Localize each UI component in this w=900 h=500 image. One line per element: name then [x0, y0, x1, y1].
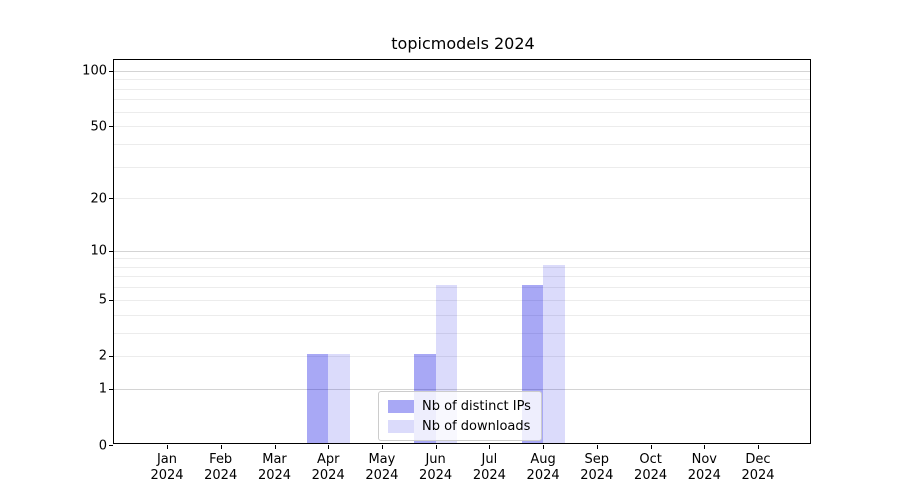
gridline-minor: [114, 258, 810, 260]
x-tick-label: Feb 2024: [204, 452, 238, 483]
x-tick: [650, 445, 652, 449]
y-tick: [109, 250, 113, 252]
y-tick-label: 20: [90, 191, 107, 207]
x-tick: [489, 445, 491, 449]
gridline-minor: [114, 266, 810, 268]
x-tick: [381, 445, 383, 449]
x-tick-label: May 2024: [365, 452, 399, 483]
y-tick-label: 50: [90, 119, 107, 135]
gridline-major: [114, 70, 810, 72]
y-tick: [109, 70, 113, 72]
x-tick-label: Oct 2024: [634, 452, 668, 483]
plot-area: 0 1 2 5 10 20 50 100 Jan 2024 Feb 2024 Mar 2024 Apr 202…: [82, 59, 811, 483]
y-tick: [109, 126, 113, 128]
gridlines-layer: [114, 60, 810, 443]
x-tick: [167, 445, 168, 449]
x-tick-label-year: 2024: [472, 468, 506, 483]
x-tick-label-year: 2024: [204, 468, 238, 483]
x-tick: [328, 445, 330, 449]
y-tick: [109, 198, 113, 200]
gridline-minor: [114, 276, 810, 278]
gridline-major: [114, 388, 810, 390]
y-tick-label: 10: [90, 243, 107, 259]
x-tick-label-year: 2024: [257, 468, 292, 483]
gridline-minor: [114, 126, 810, 128]
y-tick-label: 2: [98, 348, 107, 364]
x-tick-label: Sep 2024: [580, 452, 614, 483]
x-tick: [274, 445, 276, 449]
gridline-minor: [114, 299, 810, 301]
legend: Nb of distinct IPs Nb of downloads: [378, 391, 542, 441]
legend-label-downloads: Nb of downloads: [422, 418, 531, 434]
gridline-minor: [114, 355, 810, 357]
x-tick-label-year: 2024: [419, 468, 453, 483]
y-tick-label: 1: [98, 381, 107, 397]
y-tick: [109, 388, 113, 390]
x-tick-label-year: 2024: [741, 468, 775, 483]
x-tick: [543, 445, 545, 449]
gridline-minor: [114, 99, 810, 101]
y-tick: [109, 355, 113, 357]
axis-ticks-layer: 0 1 2 5 10 20 50 100 Jan 2024 Feb 2024 Mar 2024 Apr 202…: [82, 60, 810, 483]
x-tick-label-year: 2024: [687, 468, 721, 483]
x-tick-label: Jun 2024: [419, 452, 453, 483]
gridline-minor: [114, 287, 810, 289]
gridline-major: [114, 250, 810, 252]
gridline-minor: [114, 111, 810, 113]
gridline-minor: [114, 166, 810, 168]
gridline-minor: [114, 332, 810, 334]
y-tick-label: 5: [98, 292, 107, 308]
legend-item-distinct-ips: Nb of distinct IPs: [388, 398, 532, 414]
x-tick-label-year: 2024: [580, 468, 614, 483]
x-tick: [435, 445, 437, 449]
x-tick: [220, 445, 222, 449]
legend-label-distinct-ips: Nb of distinct IPs: [422, 398, 531, 414]
bar-distinct-ips: [306, 353, 329, 443]
x-tick-label-year: 2024: [150, 468, 184, 483]
x-tick-label-year: 2024: [365, 468, 399, 483]
bar-downloads: [543, 264, 565, 443]
legend-item-downloads: Nb of downloads: [388, 418, 532, 434]
x-tick: [758, 445, 759, 449]
legend-swatch-downloads: [388, 419, 414, 433]
gridline-minor: [114, 198, 810, 200]
x-tick-label: Aug 2024: [526, 452, 560, 483]
x-tick-label-year: 2024: [311, 468, 345, 483]
x-tick-label-year: 2024: [526, 468, 560, 483]
x-tick: [596, 445, 598, 449]
x-tick-label: Dec 2024: [741, 452, 775, 483]
x-tick-label: Nov 2024: [687, 452, 721, 483]
gridline-minor: [114, 143, 810, 145]
gridline-minor: [114, 79, 810, 81]
gridline-minor: [114, 314, 810, 316]
x-tick-label: Jul 2024: [472, 452, 506, 483]
x-tick-label: Apr 2024: [311, 452, 345, 483]
y-tick-label: 0: [98, 438, 107, 453]
x-tick-label-year: 2024: [634, 468, 668, 483]
bar-downloads: [328, 353, 350, 443]
y-tick-label: 100: [82, 63, 107, 79]
y-tick: [109, 299, 113, 301]
chart-title: topicmodels 2024: [391, 34, 535, 53]
x-tick: [704, 445, 706, 449]
x-tick-label: Jan 2024: [150, 452, 184, 483]
legend-swatch-distinct-ips: [388, 399, 414, 413]
y-tick: [109, 445, 113, 446]
x-tick-label: Mar 2024: [257, 452, 292, 483]
gridline-minor: [114, 88, 810, 90]
